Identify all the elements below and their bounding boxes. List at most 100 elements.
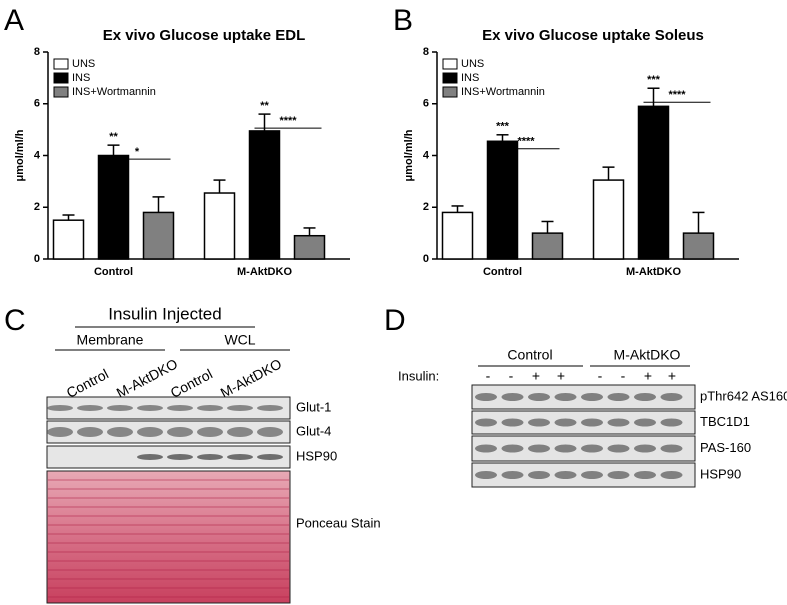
row-label: HSP90: [700, 466, 741, 481]
bar: [637, 105, 670, 260]
blot-band: [554, 418, 577, 427]
blot-band: [554, 471, 577, 479]
bar: [293, 234, 326, 260]
blot-band: [554, 444, 577, 453]
blot-band: [475, 471, 497, 479]
lane-label: M-AktDKO: [218, 355, 285, 401]
legend-label: INS+Wortmannin: [461, 86, 545, 98]
blot-band: [660, 393, 683, 401]
blot-band: [227, 454, 253, 460]
blot-band: [528, 471, 550, 479]
insulin-sign: -: [598, 368, 603, 384]
blot-band: [581, 418, 603, 427]
legend-swatch: [53, 72, 69, 84]
panel-label: A: [4, 4, 24, 37]
legend-swatch: [53, 86, 69, 98]
x-tick-label: Control: [483, 266, 522, 278]
legend-label: INS: [461, 72, 479, 84]
blot-band: [660, 418, 683, 427]
blot-band: [607, 471, 630, 479]
blot-band: [634, 418, 656, 427]
y-axis-label: μmol/ml/h: [403, 129, 415, 181]
blot-band: [475, 393, 497, 401]
significance: ****: [279, 115, 297, 127]
y-tick-label: 4: [34, 149, 41, 161]
blot-band: [581, 471, 603, 479]
y-tick-label: 8: [34, 46, 40, 58]
bar: [142, 211, 175, 260]
significance: ***: [496, 121, 510, 133]
bar: [486, 140, 519, 260]
legend-label: UNS: [461, 58, 484, 70]
row-label: PAS-160: [700, 440, 751, 455]
blot-band: [77, 405, 103, 411]
blot-band: [660, 444, 683, 453]
blot-band: [107, 427, 133, 437]
blot-band: [634, 471, 656, 479]
blot-band: [227, 405, 253, 411]
y-tick-label: 0: [34, 253, 40, 265]
insulin-sign: -: [621, 368, 626, 384]
legend-swatch: [442, 58, 458, 70]
chart-title: Ex vivo Glucose uptake Soleus: [482, 27, 704, 44]
panel-label: B: [393, 4, 413, 37]
blot-band: [607, 444, 630, 453]
row-label: Glut-4: [296, 423, 331, 438]
bar: [441, 211, 474, 260]
blot-band: [475, 444, 497, 453]
lane-label: M-AktDKO: [114, 355, 181, 401]
y-axis-label: μmol/ml/h: [14, 129, 26, 181]
blot-band: [227, 427, 253, 437]
legend-label: INS: [72, 72, 90, 84]
significance: ****: [517, 136, 535, 148]
group-label: Control: [507, 347, 552, 363]
significance: **: [109, 131, 118, 143]
panel-label: D: [384, 304, 406, 337]
row-label: pThr642 AS160: [700, 388, 787, 403]
bar: [682, 232, 715, 260]
significance: ***: [647, 74, 661, 86]
legend-swatch: [53, 58, 69, 70]
x-tick-label: Control: [94, 266, 133, 278]
blot-band: [528, 393, 550, 401]
blot-band: [607, 418, 630, 427]
chart-title: Ex vivo Glucose uptake EDL: [103, 27, 306, 44]
group-label: Membrane: [77, 332, 144, 348]
blot-band: [197, 427, 223, 437]
blot-band: [167, 427, 193, 437]
blot-band: [554, 393, 577, 401]
lane-label: Control: [64, 366, 111, 401]
bar: [52, 219, 85, 260]
ponceau-stain: [46, 470, 291, 604]
blot-band: [501, 393, 524, 401]
x-tick-label: M-AktDKO: [237, 266, 292, 278]
blot-band: [197, 454, 223, 460]
blot-band: [528, 444, 550, 453]
y-tick-label: 8: [423, 46, 429, 58]
y-tick-label: 0: [423, 253, 429, 265]
blot-band: [257, 427, 283, 437]
row-label: HSP90: [296, 448, 337, 463]
blot-band: [257, 405, 283, 411]
insulin-label: Insulin:: [398, 368, 439, 383]
blot-band: [581, 393, 603, 401]
y-tick-label: 6: [423, 98, 429, 110]
y-tick-label: 2: [34, 201, 40, 213]
blot-band: [167, 454, 193, 460]
bar: [203, 192, 236, 260]
group-label: M-AktDKO: [614, 347, 681, 363]
blot-band: [197, 405, 223, 411]
blot-band: [47, 427, 73, 437]
blot-band: [528, 418, 550, 427]
legend-label: INS+Wortmannin: [72, 86, 156, 98]
panel-label: C: [4, 304, 26, 337]
blot-band: [475, 418, 497, 427]
y-tick-label: 6: [34, 98, 40, 110]
significance: *: [135, 146, 140, 158]
blot-band: [581, 444, 603, 453]
bar: [97, 154, 130, 260]
y-tick-label: 2: [423, 201, 429, 213]
legend-swatch: [442, 86, 458, 98]
blot-band: [607, 393, 630, 401]
row-label: TBC1D1: [700, 414, 750, 429]
